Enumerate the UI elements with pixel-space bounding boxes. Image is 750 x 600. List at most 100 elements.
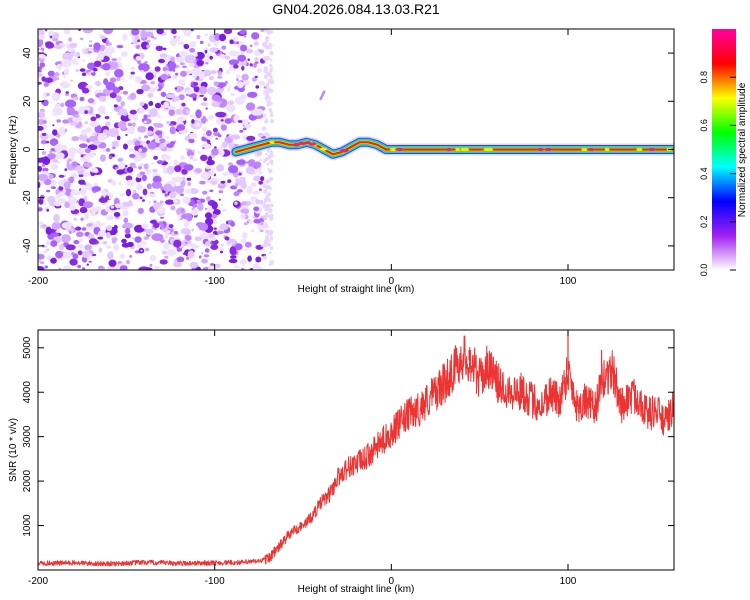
noise-speckle [169, 126, 176, 135]
noise-speckle [188, 93, 198, 98]
noise-speckle [234, 201, 238, 205]
noise-speckle [54, 72, 60, 77]
noise-speckle [245, 59, 249, 63]
noise-speckle [113, 212, 121, 217]
noise-speckle [160, 73, 169, 81]
noise-speckle [130, 71, 135, 75]
noise-speckle [73, 114, 80, 118]
noise-speckle [230, 221, 236, 227]
noise-speckle [253, 41, 259, 46]
noise-speckle [111, 180, 117, 186]
noise-speckle [189, 114, 196, 118]
noise-speckle [257, 170, 263, 175]
noise-speckle [245, 161, 249, 164]
noise-speckle [149, 263, 153, 267]
noise-speckle [205, 134, 214, 140]
noise-speckle [253, 175, 262, 182]
noise-speckle [38, 207, 43, 212]
noise-speckle [209, 189, 214, 193]
noise-speckle [71, 136, 80, 142]
noise-speckle [251, 77, 257, 82]
noise-speckle [59, 102, 65, 108]
noise-speckle [219, 223, 229, 231]
noise-speckle [40, 139, 47, 145]
signal-hotspot [308, 142, 317, 146]
noise-speckle [42, 92, 48, 98]
noise-speckle [185, 89, 194, 95]
noise-speckle [126, 179, 135, 187]
noise-speckle [200, 154, 208, 161]
snr-frame [37, 329, 675, 571]
noise-speckle [195, 51, 205, 60]
noise-speckle [219, 250, 224, 254]
noise-speckle [246, 48, 254, 54]
noise-speckle [226, 69, 231, 75]
noise-speckle [47, 153, 56, 160]
noise-speckle [164, 70, 169, 75]
signal-hotspot [340, 149, 349, 153]
noise-speckle [264, 222, 267, 224]
noise-speckle [109, 92, 117, 99]
noise-speckle [224, 118, 232, 124]
noise-speckle [172, 97, 181, 101]
noise-speckle [128, 172, 134, 177]
noise-speckle [197, 202, 204, 211]
noise-speckle [184, 54, 196, 64]
noise-speckle [258, 266, 262, 270]
noise-speckle [154, 102, 162, 109]
noise-speckle [104, 46, 115, 55]
noise-speckle [134, 151, 139, 157]
noise-speckle [121, 51, 128, 57]
noise-speckle [214, 33, 221, 41]
noise-speckle [199, 40, 204, 45]
noise-speckle [177, 41, 185, 45]
noise-speckle [254, 57, 259, 61]
noise-speckle [112, 87, 121, 94]
noise-speckle [125, 133, 128, 137]
noise-speckle [259, 229, 264, 233]
noise-speckle [76, 231, 84, 238]
noise-speckle [151, 233, 164, 242]
noise-speckle [266, 157, 270, 160]
noise-speckle [136, 88, 144, 95]
noise-speckle [174, 72, 179, 76]
noise-speckle [82, 267, 85, 270]
noise-speckle [164, 199, 175, 205]
noise-speckle [217, 70, 220, 73]
noise-speckle [71, 161, 79, 167]
noise-speckle [227, 86, 232, 89]
noise-speckle [104, 116, 110, 120]
noise-speckle [105, 81, 116, 91]
noise-speckle [149, 108, 158, 118]
noise-speckle [194, 53, 198, 57]
noise-speckle [52, 159, 59, 163]
noise-speckle [194, 236, 202, 242]
noise-speckle [116, 95, 122, 103]
noise-speckle [210, 167, 216, 171]
noise-speckle [208, 76, 214, 81]
noise-speckle [213, 81, 219, 87]
noise-speckle [217, 146, 224, 155]
noise-speckle [239, 61, 247, 67]
noise-speckle [201, 71, 205, 75]
noise-speckle [51, 221, 62, 230]
noise-speckle [58, 191, 66, 196]
noise-speckle [209, 47, 218, 53]
noise-speckle [160, 186, 164, 191]
noise-speckle [142, 199, 145, 202]
noise-speckle [198, 255, 202, 259]
noise-speckle [181, 213, 191, 220]
noise-speckle [122, 90, 129, 95]
noise-speckle [43, 202, 47, 206]
noise-speckle [219, 86, 224, 89]
noise-speckle [240, 119, 249, 126]
noise-speckle [138, 136, 142, 140]
noise-speckle [268, 176, 274, 182]
noise-speckle [145, 228, 154, 236]
noise-speckle [170, 141, 175, 146]
noise-speckle [180, 155, 185, 161]
noise-speckle [72, 253, 79, 260]
noise-speckle [85, 231, 90, 237]
noise-speckle [264, 60, 267, 63]
noise-speckle [127, 126, 135, 135]
